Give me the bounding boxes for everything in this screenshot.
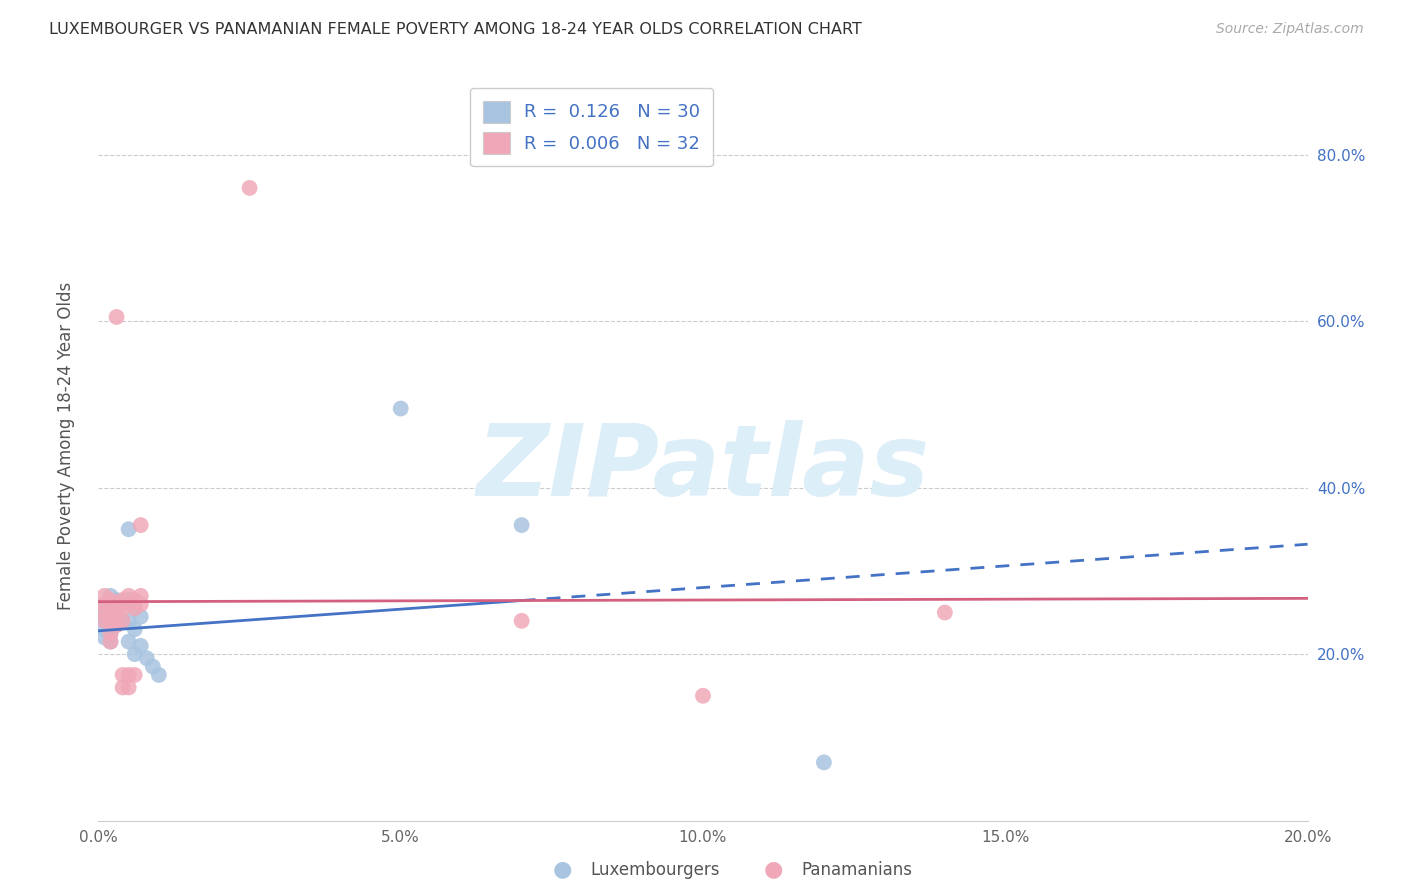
- Point: [100, 597, 122, 611]
- Point: [105, 310, 128, 324]
- Point: [124, 622, 146, 636]
- Point: [510, 614, 533, 628]
- Point: [93, 606, 115, 620]
- Point: [510, 518, 533, 533]
- Point: [111, 681, 134, 695]
- Point: [118, 681, 141, 695]
- Point: [105, 618, 128, 632]
- Point: [100, 614, 122, 628]
- Point: [124, 668, 146, 682]
- Point: [129, 589, 152, 603]
- Legend: R =  0.126   N = 30, R =  0.006   N = 32: R = 0.126 N = 30, R = 0.006 N = 32: [470, 88, 713, 166]
- Point: [129, 639, 152, 653]
- Point: [93, 614, 115, 628]
- Point: [239, 181, 262, 195]
- Point: [105, 606, 128, 620]
- Point: [111, 614, 134, 628]
- Point: [100, 593, 122, 607]
- Point: [111, 668, 134, 682]
- Point: [118, 522, 141, 536]
- Point: [93, 614, 115, 628]
- Point: [100, 626, 122, 640]
- Text: ZIPatlas: ZIPatlas: [477, 420, 929, 517]
- Point: [813, 756, 835, 770]
- Point: [93, 609, 115, 624]
- Text: Source: ZipAtlas.com: Source: ZipAtlas.com: [1216, 22, 1364, 37]
- Point: [100, 601, 122, 615]
- Point: [105, 618, 128, 632]
- Point: [118, 597, 141, 611]
- Point: [118, 614, 141, 628]
- Y-axis label: Female Poverty Among 18-24 Year Olds: Female Poverty Among 18-24 Year Olds: [56, 282, 75, 610]
- Point: [124, 601, 146, 615]
- Point: [129, 609, 152, 624]
- Text: LUXEMBOURGER VS PANAMANIAN FEMALE POVERTY AMONG 18-24 YEAR OLDS CORRELATION CHAR: LUXEMBOURGER VS PANAMANIAN FEMALE POVERT…: [49, 22, 862, 37]
- Point: [118, 589, 141, 603]
- Point: [124, 647, 146, 661]
- Point: [118, 634, 141, 648]
- Point: [111, 593, 134, 607]
- Point: [93, 597, 115, 611]
- Text: Panamanians: Panamanians: [801, 861, 912, 879]
- Point: [105, 606, 128, 620]
- Point: [100, 626, 122, 640]
- Point: [100, 609, 122, 624]
- Text: ●: ●: [763, 860, 783, 880]
- Text: Luxembourgers: Luxembourgers: [591, 861, 720, 879]
- Point: [111, 601, 134, 615]
- Point: [111, 614, 134, 628]
- Point: [692, 689, 714, 703]
- Point: [118, 593, 141, 607]
- Point: [93, 631, 115, 645]
- Point: [111, 597, 134, 611]
- Text: ●: ●: [553, 860, 572, 880]
- Point: [105, 597, 128, 611]
- Point: [93, 589, 115, 603]
- Point: [129, 518, 152, 533]
- Point: [93, 601, 115, 615]
- Point: [93, 622, 115, 636]
- Point: [100, 634, 122, 648]
- Point: [148, 668, 170, 682]
- Point: [124, 601, 146, 615]
- Point: [118, 668, 141, 682]
- Point: [129, 597, 152, 611]
- Point: [100, 634, 122, 648]
- Point: [124, 593, 146, 607]
- Point: [100, 589, 122, 603]
- Point: [389, 401, 412, 416]
- Point: [934, 606, 956, 620]
- Point: [105, 593, 128, 607]
- Point: [142, 659, 165, 673]
- Point: [135, 651, 157, 665]
